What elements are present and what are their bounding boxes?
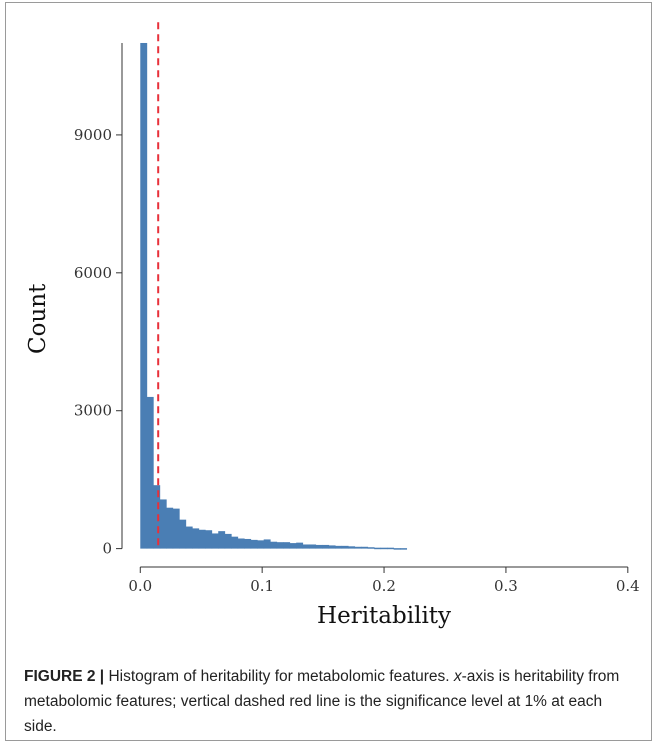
histogram-bar bbox=[146, 396, 154, 549]
histogram-bar bbox=[367, 547, 375, 549]
histogram-bar bbox=[283, 542, 291, 549]
histogram-bar bbox=[205, 530, 213, 549]
histogram-bar bbox=[361, 546, 369, 549]
histogram-bar bbox=[309, 544, 317, 549]
histogram-bar bbox=[153, 485, 161, 549]
histogram-bar bbox=[172, 508, 180, 549]
histogram-bar bbox=[159, 499, 167, 549]
x-tick-label: 0.3 bbox=[494, 577, 518, 595]
x-axis-title: Heritability bbox=[317, 603, 451, 629]
histogram-bar bbox=[218, 531, 226, 549]
histogram-bar bbox=[315, 544, 323, 549]
y-tick-label: 9000 bbox=[74, 126, 112, 144]
y-axis-title: Count bbox=[25, 283, 51, 354]
histogram-bar bbox=[348, 546, 356, 549]
histogram-bar bbox=[185, 526, 193, 549]
figure-caption: FIGURE 2 | Histogram of heritability for… bbox=[24, 664, 629, 739]
histogram-bar bbox=[140, 42, 148, 549]
histogram-bar bbox=[289, 543, 297, 549]
histogram-bar bbox=[276, 542, 284, 549]
histogram-bar bbox=[179, 519, 187, 549]
histogram-bar bbox=[341, 545, 349, 549]
histogram-bars bbox=[140, 42, 408, 550]
histogram-bar bbox=[257, 540, 265, 549]
y-tick-label: 3000 bbox=[74, 402, 112, 420]
histogram-bar bbox=[211, 533, 219, 549]
y-tick-label: 6000 bbox=[74, 264, 112, 282]
x-tick-label: 0.1 bbox=[250, 577, 274, 595]
caption-text-part-1: Histogram of heritability for metabolomi… bbox=[104, 668, 454, 685]
x-tick-label: 0.4 bbox=[616, 577, 640, 595]
histogram-bar bbox=[237, 538, 245, 549]
caption-x-italic: x bbox=[453, 668, 462, 685]
histogram-bar bbox=[380, 547, 388, 550]
histogram-bar bbox=[393, 548, 401, 550]
histogram-bar bbox=[192, 528, 200, 549]
histogram-bar bbox=[374, 547, 382, 550]
histogram-bar bbox=[231, 536, 239, 549]
histogram-bar bbox=[166, 507, 174, 549]
figure-label: FIGURE 2 | bbox=[24, 668, 105, 685]
histogram-bar bbox=[198, 529, 206, 549]
y-axis-ticks: 0 3000 6000 9000 bbox=[74, 126, 122, 558]
figure-frame bbox=[5, 2, 652, 741]
x-tick-label: 0.2 bbox=[372, 577, 396, 595]
histogram-bar bbox=[224, 533, 232, 549]
histogram-bar bbox=[302, 544, 310, 549]
histogram-bar bbox=[400, 548, 408, 550]
histogram-bar bbox=[296, 542, 304, 549]
caption-text-part-2: -axis is heritability from metabolomic f… bbox=[24, 668, 620, 735]
x-tick-label: 0.0 bbox=[128, 577, 152, 595]
histogram-bar bbox=[328, 545, 336, 549]
histogram-bar bbox=[322, 544, 330, 549]
histogram-bar bbox=[387, 547, 395, 550]
histogram-bar bbox=[244, 538, 252, 549]
histogram-bar bbox=[250, 539, 258, 549]
histogram-bar bbox=[263, 539, 271, 549]
histogram-bar bbox=[335, 545, 343, 549]
y-tick-label: 0 bbox=[102, 540, 112, 558]
x-axis-ticks: 0.0 0.1 0.2 0.3 0.4 bbox=[128, 567, 640, 595]
histogram-bar bbox=[270, 541, 278, 549]
histogram-bar bbox=[354, 546, 362, 549]
heritability-histogram: 0.0 0.1 0.2 0.3 0.4 0 3000 6000 9000 Heritabili… bbox=[25, 22, 640, 629]
